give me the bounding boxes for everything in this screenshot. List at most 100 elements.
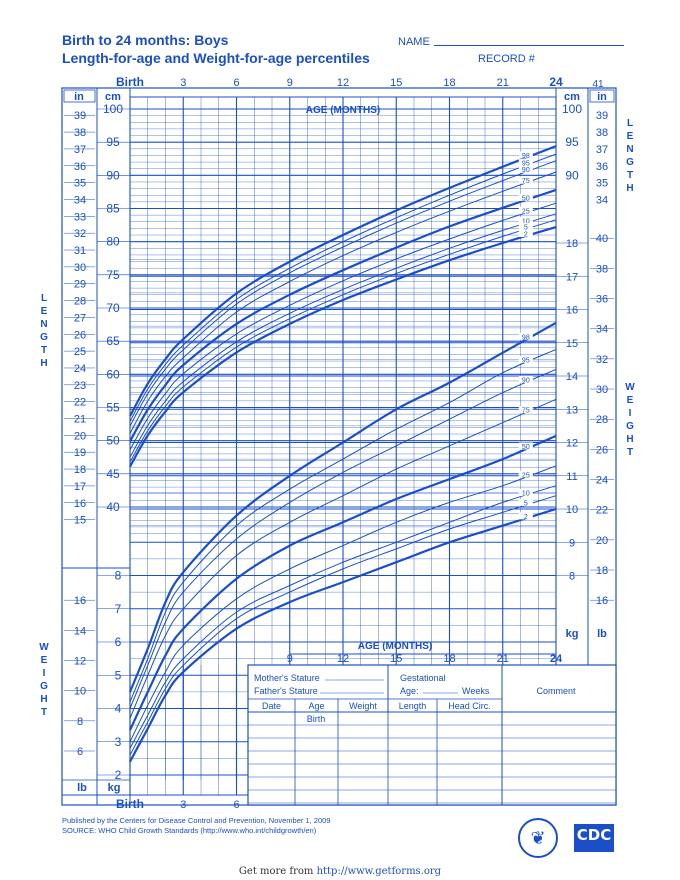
in-tick-right: 34 — [596, 194, 608, 206]
form-col-header: Head Circ. — [448, 701, 491, 711]
top-age-tick: Birth — [116, 75, 144, 89]
top-age-tick: 18 — [443, 77, 455, 89]
lb-tick-left: 10 — [74, 686, 86, 698]
length-vertical-left-letter: T — [41, 345, 47, 356]
kg-tick-right: 17 — [566, 271, 578, 283]
weight-percentile-label-5: 5 — [524, 501, 528, 508]
lb-tick-right: 24 — [596, 475, 608, 487]
weight-vertical-left-letter: W — [39, 642, 49, 653]
length-vertical-right-letter: E — [627, 131, 634, 142]
in-tick-left: 18 — [74, 464, 86, 476]
length-label-bg — [518, 230, 533, 238]
weight-series-75 — [129, 398, 557, 719]
record-label: RECORD # — [478, 53, 535, 65]
in-tick-left: 16 — [74, 498, 86, 510]
lb-tick-right: 28 — [596, 414, 608, 426]
in-label-left: in — [74, 91, 84, 103]
length-series-50 — [129, 188, 557, 442]
weight-label-bg — [518, 405, 533, 413]
in-tick-left: 37 — [74, 144, 86, 156]
length-vertical-left-letter: L — [41, 293, 47, 304]
weight-label-bg — [518, 375, 533, 383]
in-tick-left: 38 — [74, 127, 86, 139]
lb-tick-right: 30 — [596, 384, 608, 396]
weight-label-bg — [518, 512, 533, 520]
age-axis-title-top: AGE (MONTHS) — [306, 105, 380, 116]
lb-tick-left: 6 — [77, 746, 83, 758]
weeks-label: Weeks — [462, 686, 490, 696]
length-label-bg — [518, 176, 533, 184]
in-tick-left: 19 — [74, 447, 86, 459]
kg-tick-right: 10 — [566, 504, 578, 516]
cm-tick-right: 100 — [562, 102, 582, 116]
get-more-link[interactable]: Get more from http://www.getforms.org — [238, 866, 442, 877]
length-series-98 — [129, 145, 557, 417]
in-tick-left: 20 — [74, 430, 86, 442]
weight-series-50 — [129, 434, 557, 731]
in-tick-left: 17 — [74, 481, 86, 493]
in-tick-left: 24 — [74, 363, 86, 375]
kg-tick-right: 13 — [566, 404, 578, 416]
length-percentile-label-75: 75 — [522, 178, 530, 185]
in-label-right: in — [597, 91, 607, 103]
length-percentile-label-10: 10 — [522, 219, 530, 226]
kg-tick-right: 12 — [566, 438, 578, 450]
length-percentile-label-95: 95 — [522, 161, 530, 168]
weight-vertical-left-letter: I — [43, 668, 46, 679]
in-tick-right: 35 — [596, 178, 608, 190]
lb-tick-right: 32 — [596, 354, 608, 366]
weight-label-bg — [518, 332, 533, 340]
weight-percentile-label-90: 90 — [522, 377, 530, 384]
left-weight-box — [61, 567, 131, 806]
lb-tick-right: 40 — [596, 233, 608, 245]
cm-label-left: cm — [105, 91, 121, 103]
weight-vertical-right-letter: W — [625, 382, 635, 393]
kg-tick-right: 9 — [569, 537, 575, 549]
length-label-bg — [518, 223, 533, 231]
in-tick-left: 26 — [74, 329, 86, 341]
top-age-tick: 6 — [233, 77, 239, 89]
hhs-seal-icon: ❦ — [518, 818, 558, 858]
length-label-bg — [518, 159, 533, 167]
weight-series-98 — [128, 321, 557, 693]
weight-series-95 — [129, 348, 557, 703]
kg-tick-right: 16 — [566, 305, 578, 317]
lb-tick-left: 12 — [74, 656, 86, 668]
cm-label-right: cm — [564, 91, 580, 103]
weight-vertical-right-letter: I — [629, 408, 632, 419]
length-series-25 — [129, 202, 557, 451]
in-tick-left: 30 — [74, 262, 86, 274]
in-tick-right: 38 — [596, 127, 608, 139]
in-tick-left: 27 — [74, 312, 86, 324]
lb-tick-right: 38 — [596, 263, 608, 275]
in-tick-41: 41 — [592, 79, 604, 90]
record-form — [247, 664, 617, 806]
length-label-bg — [518, 217, 533, 225]
weight-vertical-right-letter: T — [627, 447, 633, 458]
length-vertical-right-letter: T — [627, 170, 633, 181]
top-age-tick: 15 — [390, 77, 402, 89]
length-percentile-label-50: 50 — [522, 195, 530, 202]
in-tick-left: 28 — [74, 296, 86, 308]
weight-percentile-label-98: 98 — [522, 334, 530, 341]
name-input-line[interactable] — [434, 45, 624, 46]
in-tick-right: 39 — [596, 110, 608, 122]
cm-tick-right: 95 — [565, 135, 579, 149]
lb-tick-right: 22 — [596, 505, 608, 517]
length-label-bg — [518, 165, 533, 173]
in-tick-left: 22 — [74, 397, 86, 409]
mid-age-tick: 12 — [337, 653, 349, 665]
weight-label-bg — [518, 356, 533, 364]
length-vertical-right-letter: G — [626, 157, 634, 168]
lb-tick-right: 16 — [596, 595, 608, 607]
in-tick-left: 21 — [74, 414, 86, 426]
length-percentile-label-5: 5 — [524, 225, 528, 232]
comment-header: Comment — [536, 686, 576, 696]
length-label-bg — [518, 193, 533, 201]
lb-label-right: lb — [597, 628, 607, 640]
footer-published: Published by the Centers for Disease Con… — [62, 816, 331, 825]
top-age-tick: 3 — [180, 77, 186, 89]
length-vertical-left-letter: G — [40, 332, 48, 343]
length-percentile-label-90: 90 — [522, 167, 530, 174]
lb-tick-right: 36 — [596, 294, 608, 306]
